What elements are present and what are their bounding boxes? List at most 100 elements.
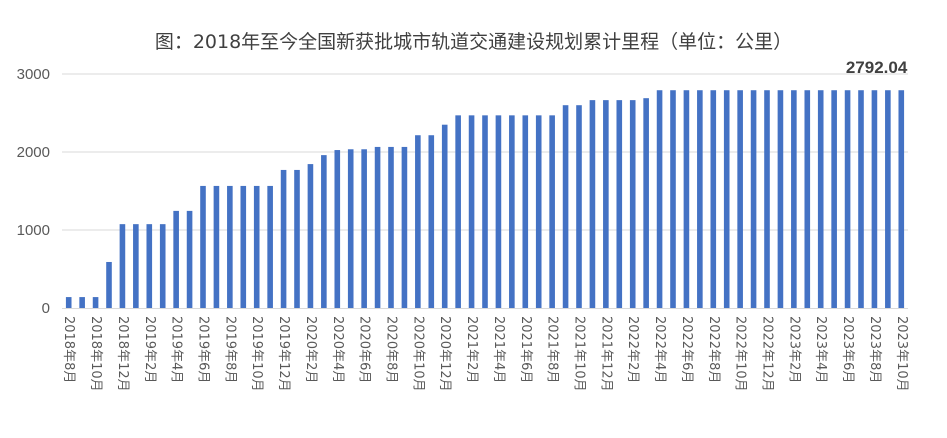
x-tick-label: 2023年6月	[840, 316, 855, 383]
x-axis-ticks: 2018年8月 2018年10月 2018年12月 2019年2月 2019年4月 201…	[61, 316, 909, 392]
bar	[240, 185, 247, 308]
bar	[159, 224, 166, 308]
bar	[119, 224, 126, 308]
bar	[280, 169, 287, 308]
bar	[804, 90, 811, 308]
x-tick-label: 2020年2月	[303, 316, 318, 383]
y-tick-label: 1000	[17, 222, 50, 239]
bar	[334, 150, 341, 308]
x-tick-label: 2021年2月	[464, 316, 479, 383]
bar	[562, 105, 569, 308]
bar	[267, 185, 273, 308]
x-tick-label: 2021年6月	[518, 316, 533, 383]
x-tick-label: 2019年2月	[142, 316, 157, 383]
x-tick-label: 2021年10月	[572, 316, 587, 392]
bar	[213, 185, 220, 308]
x-tick-label: 2019年8月	[222, 316, 237, 383]
y-axis-ticks: 0 1000 2000 3000	[17, 66, 50, 317]
bar	[589, 100, 596, 308]
bar-series	[65, 90, 905, 309]
bar	[871, 90, 878, 308]
x-tick-label: 2022年6月	[679, 316, 694, 383]
bar	[415, 135, 421, 308]
bar	[576, 105, 582, 308]
x-tick-label: 2022年2月	[625, 316, 640, 383]
bar	[549, 115, 555, 308]
bar	[374, 146, 381, 308]
bar	[321, 155, 327, 308]
bar	[186, 210, 193, 308]
bar	[885, 90, 891, 308]
x-tick-label: 2021年8月	[545, 316, 560, 383]
bar	[468, 115, 475, 308]
bar	[509, 115, 515, 308]
x-tick-label: 2020年12月	[437, 316, 452, 392]
bar	[200, 185, 206, 308]
x-tick-label: 2023年8月	[867, 316, 882, 383]
x-tick-label: 2023年10月	[894, 316, 909, 392]
bar	[603, 100, 609, 308]
y-tick-label: 3000	[17, 66, 50, 83]
bar	[253, 185, 260, 308]
bar	[441, 124, 448, 308]
x-tick-label: 2022年4月	[652, 316, 667, 383]
bar	[146, 224, 153, 308]
x-tick-label: 2020年10月	[410, 316, 425, 392]
bar	[482, 115, 488, 308]
bar	[173, 210, 179, 308]
y-tick-label: 2000	[17, 144, 50, 161]
x-tick-label: 2023年2月	[786, 316, 801, 383]
x-tick-label: 2022年10月	[733, 316, 748, 392]
chart-title: 图：2018年至今全国新获批城市轨道交通建设规划累计里程（单位：公里）	[154, 31, 793, 53]
x-tick-label: 2021年12月	[598, 316, 613, 392]
x-tick-label: 2019年4月	[169, 316, 184, 383]
x-tick-label: 2018年12月	[115, 316, 130, 392]
bar	[401, 146, 408, 308]
x-tick-label: 2019年6月	[196, 316, 211, 383]
x-tick-label: 2023年4月	[813, 316, 828, 383]
x-tick-label: 2018年8月	[61, 316, 76, 383]
bar	[455, 115, 461, 308]
x-tick-label: 2019年12月	[276, 316, 291, 392]
x-tick-label: 2020年4月	[330, 316, 345, 383]
x-tick-label: 2019年10月	[249, 316, 264, 392]
bar	[643, 98, 649, 309]
bar	[737, 90, 743, 308]
bar	[697, 90, 703, 308]
bar	[844, 90, 851, 308]
bar	[294, 169, 300, 308]
bar	[898, 90, 905, 308]
bar	[817, 90, 824, 308]
bar	[65, 297, 72, 308]
data-labels: 2792.04	[846, 58, 908, 77]
bar	[777, 90, 784, 308]
bar	[764, 90, 770, 308]
bar	[656, 90, 663, 308]
bar	[791, 90, 797, 308]
bar	[683, 90, 690, 308]
bar	[92, 297, 99, 308]
x-tick-label: 2021年4月	[491, 316, 506, 383]
bar	[79, 297, 85, 308]
bar	[831, 90, 837, 308]
bar	[428, 135, 435, 308]
data-label: 2792.04	[846, 58, 908, 77]
bar	[522, 115, 529, 308]
bar	[307, 164, 314, 308]
x-tick-label: 2020年8月	[384, 316, 399, 383]
bar	[133, 224, 139, 308]
x-tick-label: 2018年10月	[88, 316, 103, 392]
bar	[495, 115, 502, 308]
bar	[106, 261, 112, 308]
bar	[388, 146, 394, 308]
y-tick-label: 0	[42, 300, 50, 317]
x-tick-label: 2022年12月	[760, 316, 775, 392]
bar	[723, 90, 730, 308]
bar	[361, 149, 367, 308]
bar	[535, 115, 542, 308]
x-tick-label: 2020年6月	[357, 316, 372, 383]
bar	[629, 100, 636, 308]
bar	[616, 100, 623, 308]
bar	[670, 90, 676, 308]
